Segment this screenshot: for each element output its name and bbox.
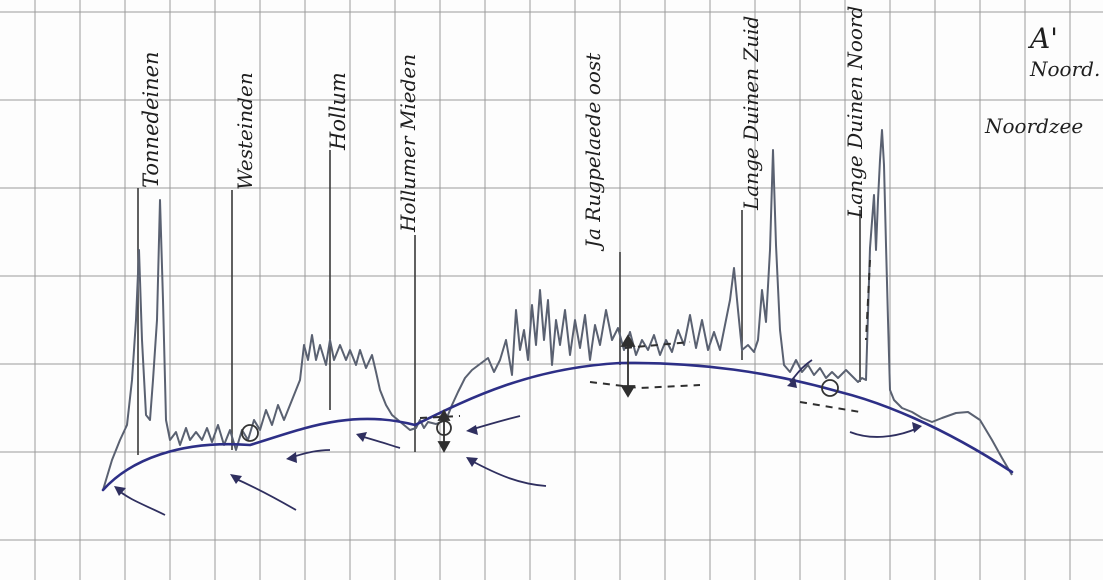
groundwater-level-curve — [101, 361, 1014, 492]
surface-elevation-profile — [102, 129, 1013, 491]
arrow-icon — [466, 457, 478, 467]
local-markers — [241, 379, 839, 442]
location-label: Lange Duinen Noord — [843, 6, 867, 219]
location-label: Ja Rugpelaede oost — [581, 52, 605, 252]
down-arrow-icon — [620, 334, 636, 347]
arrow-icon — [912, 422, 922, 433]
down-arrow-icon — [620, 385, 636, 398]
arrow-icon — [230, 474, 242, 484]
down-arrow-icon — [437, 441, 451, 453]
arrow-icon — [469, 459, 547, 487]
arrow-icon — [789, 359, 813, 383]
location-labels: Tonnedeinen Westeinden Hollum Hollumer M… — [139, 6, 867, 252]
arrow-icon — [356, 432, 367, 442]
north-label: Noord. — [1029, 57, 1100, 81]
dashed-offsets — [419, 259, 871, 419]
arrow-icon — [286, 452, 297, 463]
down-arrow-icon — [437, 409, 451, 421]
arrow-icon — [469, 415, 521, 431]
station-markers — [137, 150, 861, 455]
arrow-icon — [114, 486, 126, 496]
location-label: Hollumer Mieden — [396, 54, 420, 233]
arrow-icon — [233, 477, 297, 511]
arrow-icon — [787, 378, 797, 388]
location-label: Tonnedeinen — [139, 51, 163, 188]
location-label: Lange Duinen Zuid — [739, 16, 763, 211]
arrow-icon — [466, 425, 478, 435]
location-label: Westeinden — [233, 72, 257, 190]
sea-label: Noordzee — [984, 114, 1083, 138]
location-label: Hollum — [326, 72, 350, 151]
vertical-offset-markers — [437, 334, 636, 453]
section-marker: A' — [1027, 22, 1058, 55]
arrow-icon — [849, 427, 919, 438]
arrow-icon — [359, 435, 401, 449]
flow-arrow-heads — [114, 378, 922, 496]
flow-arrows — [117, 359, 919, 516]
